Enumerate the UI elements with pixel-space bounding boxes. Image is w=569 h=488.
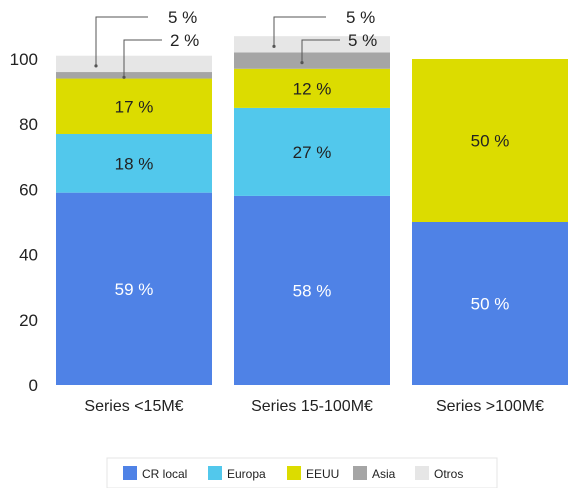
legend-swatch — [287, 466, 301, 480]
bar-segment-cr-local — [412, 222, 568, 385]
data-label: 59 % — [115, 280, 154, 299]
bar-segment-cr-local — [234, 195, 390, 385]
bar-segment-eeuu — [234, 68, 390, 108]
data-label: 50 % — [471, 295, 510, 314]
legend-item-asia[interactable]: Asia — [353, 466, 396, 481]
legend-box — [106, 457, 498, 488]
legend[interactable]: CR local Europa EEUU Asia Otros — [106, 457, 498, 488]
y-tick-label: 0 — [29, 376, 38, 395]
legend-label: Asia — [372, 467, 396, 481]
callout-leader-line — [301, 39, 340, 63]
y-tick-label: 20 — [19, 311, 38, 330]
bar-segment-otros — [234, 36, 390, 53]
callout-anchor-dot — [272, 44, 276, 48]
bar-segment-eeuu — [412, 59, 568, 222]
legend-swatch — [353, 466, 367, 480]
x-axis: Series <15M€ Series 15-100M€ Series >100M€ — [84, 398, 544, 415]
legend-label: CR local — [142, 467, 187, 481]
bar-segment-europa — [234, 107, 390, 196]
legend-item-cr-local[interactable]: CR local — [123, 466, 187, 481]
legend-label: EEUU — [306, 467, 339, 481]
legend-label: Europa — [227, 467, 266, 481]
x-category-label: Series <15M€ — [84, 398, 183, 415]
y-axis: 0 20 40 60 80 100 — [10, 50, 38, 395]
callout-label: 5 % — [346, 8, 375, 27]
data-label: 12 % — [293, 79, 332, 98]
callout-leader-line — [273, 16, 326, 47]
data-label: 50 % — [471, 132, 510, 151]
bar-segment-asia — [234, 52, 390, 69]
bar-segment-europa — [56, 133, 212, 193]
y-tick-label: 40 — [19, 246, 38, 265]
data-label: 18 % — [115, 154, 154, 173]
legend-item-otros[interactable]: Otros — [415, 466, 463, 481]
callout-label: 2 % — [170, 31, 199, 50]
legend-item-europa[interactable]: Europa — [208, 466, 266, 481]
legend-swatch — [208, 466, 222, 480]
legend-label: Otros — [434, 467, 463, 481]
bar-segment-asia — [56, 72, 212, 79]
x-category-label: Series 15-100M€ — [251, 398, 373, 415]
y-tick-label: 60 — [19, 180, 38, 199]
legend-swatch — [415, 466, 429, 480]
bar-segment-otros — [56, 55, 212, 73]
data-label: 58 % — [293, 281, 332, 300]
y-tick-label: 100 — [10, 50, 38, 69]
callout-anchor-dot — [94, 64, 98, 68]
callouts: 5 % 2 % 5 % 5 % — [94, 8, 377, 79]
callout-anchor-dot — [300, 61, 304, 65]
callout-label: 5 % — [348, 31, 377, 50]
legend-item-eeuu[interactable]: EEUU — [287, 466, 339, 481]
callout-anchor-dot — [122, 75, 126, 79]
x-category-label: Series >100M€ — [436, 398, 544, 415]
callout-label: 5 % — [168, 8, 197, 27]
bars-area: 59 % 18 % 17 % 58 % 27 % 12 % 50 % 50 % — [56, 36, 568, 385]
callout-leader-line — [95, 16, 148, 66]
data-label: 17 % — [115, 97, 154, 116]
legend-swatch — [123, 466, 137, 480]
data-label: 27 % — [293, 143, 332, 162]
y-tick-label: 80 — [19, 115, 38, 134]
callout-leader-line — [123, 39, 162, 78]
bar-segment-cr-local — [56, 192, 212, 385]
bar-segment-eeuu — [56, 78, 212, 134]
